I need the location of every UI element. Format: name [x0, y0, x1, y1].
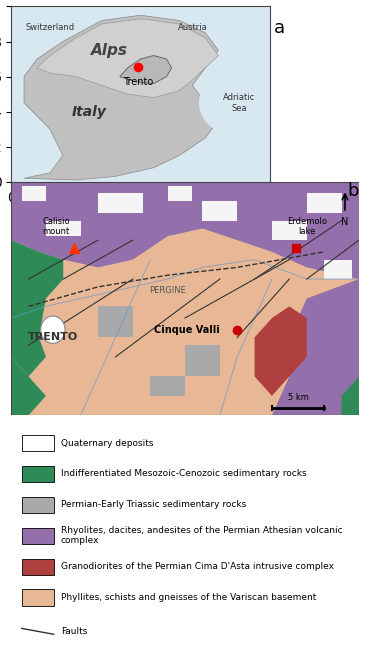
Text: Indifferentiated Mesozoic-Cenozoic sedimentary rocks: Indifferentiated Mesozoic-Cenozoic sedim… [61, 469, 306, 478]
FancyBboxPatch shape [22, 589, 54, 606]
Text: Cinque Valli: Cinque Valli [154, 324, 220, 335]
Polygon shape [98, 193, 143, 213]
Text: Erdemolo
lake: Erdemolo lake [287, 217, 327, 236]
Text: Alps: Alps [91, 43, 128, 58]
Polygon shape [150, 376, 185, 396]
Polygon shape [202, 201, 237, 221]
Text: Faults: Faults [61, 627, 87, 636]
FancyBboxPatch shape [22, 435, 54, 451]
Polygon shape [46, 221, 81, 236]
FancyBboxPatch shape [22, 496, 54, 513]
Polygon shape [11, 182, 359, 279]
Text: PERGINE: PERGINE [149, 286, 186, 295]
Text: a: a [274, 19, 285, 38]
Text: Quaternary deposits: Quaternary deposits [61, 439, 153, 448]
Text: Granodiorites of the Permian Cima D'Asta intrusive complex: Granodiorites of the Permian Cima D'Asta… [61, 562, 334, 571]
Polygon shape [11, 357, 46, 415]
Text: Adriatic
Sea: Adriatic Sea [223, 93, 255, 112]
Text: Switzerland: Switzerland [26, 23, 74, 32]
Text: TRENTO: TRENTO [28, 332, 78, 343]
Text: Austria: Austria [178, 23, 207, 32]
Polygon shape [324, 260, 352, 279]
Polygon shape [272, 221, 307, 240]
FancyBboxPatch shape [22, 559, 54, 575]
Polygon shape [98, 306, 133, 337]
Text: Italy: Italy [71, 104, 106, 119]
FancyBboxPatch shape [22, 528, 54, 544]
Polygon shape [255, 306, 307, 396]
Polygon shape [185, 345, 220, 376]
Text: Calisio
mount: Calisio mount [43, 217, 70, 236]
FancyBboxPatch shape [22, 466, 54, 482]
Polygon shape [307, 193, 342, 213]
Polygon shape [21, 186, 46, 201]
Text: 5 km: 5 km [287, 393, 309, 402]
Polygon shape [24, 15, 218, 180]
Polygon shape [168, 186, 192, 201]
Polygon shape [272, 279, 359, 415]
Polygon shape [342, 376, 359, 415]
Text: N: N [341, 217, 349, 227]
Circle shape [41, 316, 65, 343]
Polygon shape [120, 56, 172, 84]
Ellipse shape [199, 72, 263, 134]
Polygon shape [37, 19, 218, 97]
Text: b: b [347, 182, 359, 200]
Text: Permian-Early Triassic sedimentary rocks: Permian-Early Triassic sedimentary rocks [61, 500, 246, 509]
Text: Rhyolites, dacites, andesites of the Permian Athesian volcanic complex: Rhyolites, dacites, andesites of the Per… [61, 526, 343, 545]
Text: Phyllites, schists and gneisses of the Variscan basement: Phyllites, schists and gneisses of the V… [61, 593, 316, 602]
Polygon shape [11, 240, 63, 376]
Text: Trento: Trento [123, 77, 153, 86]
